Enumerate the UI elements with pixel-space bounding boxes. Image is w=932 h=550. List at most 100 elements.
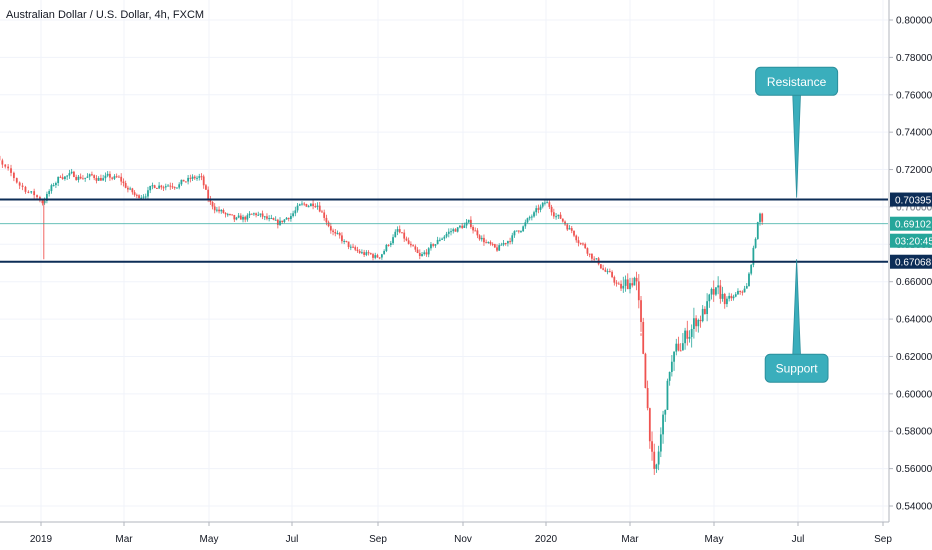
candle-body (75, 176, 78, 180)
candle-body (182, 179, 185, 182)
candle-body (750, 264, 753, 274)
candle-body (686, 330, 689, 339)
candle-body (739, 290, 742, 292)
candle-body (533, 212, 535, 217)
candle-body (487, 241, 490, 243)
candle-body (472, 227, 474, 231)
candle-body (84, 177, 87, 179)
candle-body (513, 231, 516, 236)
price-tick-label: 0.56000 (896, 464, 932, 475)
price-tick-label: 0.74000 (896, 128, 932, 139)
candle-body (491, 243, 494, 245)
candle-body (374, 255, 377, 258)
candle-body (184, 181, 187, 183)
candle-body (248, 213, 251, 216)
candle-body (528, 217, 531, 219)
candle-body (59, 176, 62, 178)
candle-body (218, 209, 220, 212)
time-tick-label: Mar (621, 534, 639, 545)
candle-body (77, 176, 80, 180)
candle-body (367, 252, 370, 254)
candle-body (653, 451, 656, 469)
candle-body (290, 216, 292, 220)
candle-body (635, 277, 638, 282)
candle-body (314, 206, 317, 208)
candle-body (173, 187, 176, 189)
callout-label-resistance: Resistance (767, 75, 827, 89)
candle-body (283, 219, 286, 222)
callout-box[interactable] (755, 66, 839, 96)
candle-body (167, 185, 169, 187)
candle-body (405, 238, 408, 241)
candle-body (648, 408, 651, 442)
candle-body (46, 194, 48, 201)
candle-body (759, 213, 761, 223)
candle-body (577, 240, 580, 244)
price-tick-label: 0.54000 (896, 502, 932, 513)
candle-body (673, 351, 675, 362)
candle-body (102, 178, 105, 181)
candle-body (418, 252, 421, 256)
candle-body (454, 229, 457, 232)
candle-body (296, 205, 299, 211)
candle-body (515, 230, 518, 232)
candle-body (737, 290, 739, 295)
candle-body (124, 183, 127, 188)
candle-body (568, 228, 571, 230)
candle-body (573, 230, 575, 236)
candle-body (316, 205, 319, 207)
candle-body (679, 350, 682, 352)
candle-body (246, 215, 249, 220)
candle-body (70, 171, 73, 174)
symbol-title: Australian Dollar / U.S. Dollar, 4h, FXC… (6, 9, 205, 21)
price-axis[interactable] (889, 0, 932, 550)
callout-box[interactable] (764, 353, 829, 383)
candle-body (537, 208, 540, 210)
candle-body (97, 178, 100, 181)
candle-body (507, 241, 509, 244)
candle-body (356, 249, 359, 251)
candle-body (734, 294, 737, 297)
candle-body (710, 288, 713, 295)
candle-body (715, 287, 717, 295)
time-axis[interactable] (0, 522, 932, 550)
candle-body (303, 203, 306, 205)
candle-body (180, 179, 183, 185)
candle-body (321, 211, 323, 213)
candle-body (712, 288, 715, 295)
candle-body (257, 214, 260, 216)
candle-body (259, 213, 262, 215)
candle-body (688, 336, 691, 339)
candle-body (706, 301, 709, 315)
candle-body (434, 244, 437, 246)
candle-body (701, 308, 704, 322)
candle-body (4, 164, 7, 167)
candle-body (207, 189, 210, 200)
candle-body (474, 230, 477, 232)
candle-body (244, 216, 247, 220)
candle-body (520, 231, 522, 233)
candle-body (378, 257, 381, 259)
candle-body (467, 219, 470, 223)
candle-body (728, 295, 731, 299)
candle-body (599, 264, 602, 269)
candle-body (120, 176, 123, 182)
candle-body (323, 212, 326, 218)
candle-body (611, 271, 613, 278)
candle-body (409, 243, 412, 246)
candle-body (655, 464, 658, 469)
candle-body (33, 191, 36, 196)
time-tick-label: 2019 (30, 534, 53, 545)
candle-body (341, 235, 343, 242)
price-tick-label: 0.66000 (896, 277, 932, 288)
candle-body (213, 206, 216, 211)
candle-body (522, 226, 525, 232)
candle-body (305, 203, 308, 207)
candle-body (690, 329, 693, 337)
candle-body (412, 245, 415, 247)
price-tag-resistance-bg (890, 192, 932, 207)
candle-body (155, 187, 158, 189)
candle-body (285, 217, 288, 220)
candle-body (441, 238, 443, 240)
